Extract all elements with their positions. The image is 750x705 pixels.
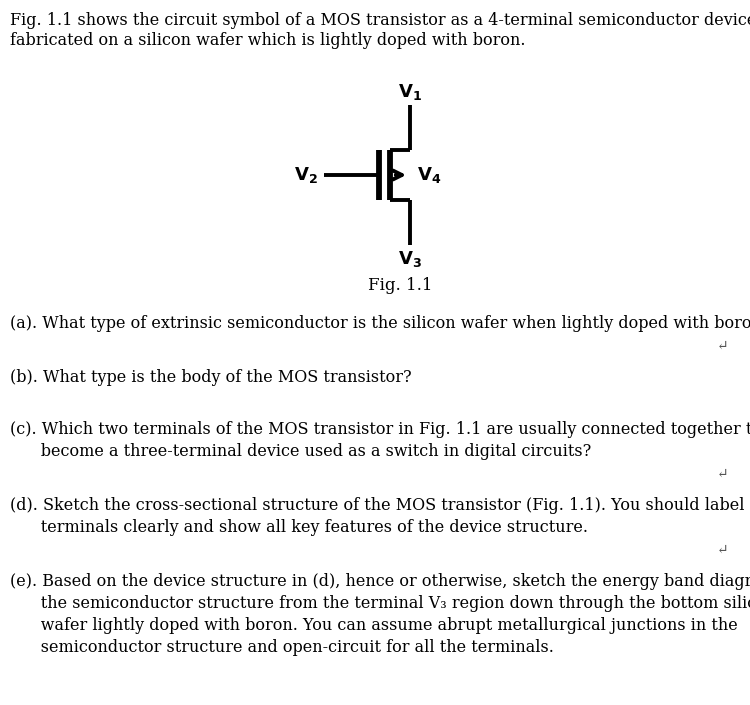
Text: become a three-terminal device used as a switch in digital circuits?: become a three-terminal device used as a… xyxy=(10,443,591,460)
Text: $\mathbf{V_3}$: $\mathbf{V_3}$ xyxy=(398,249,422,269)
Text: semiconductor structure and open-circuit for all the terminals.: semiconductor structure and open-circuit… xyxy=(10,639,554,656)
Text: (a). What type of extrinsic semiconductor is the silicon wafer when lightly dope: (a). What type of extrinsic semiconducto… xyxy=(10,315,750,332)
Text: $\mathbf{V_4}$: $\mathbf{V_4}$ xyxy=(417,165,441,185)
Text: Fig. 1.1 shows the circuit symbol of a MOS transistor as a 4-terminal semiconduc: Fig. 1.1 shows the circuit symbol of a M… xyxy=(10,12,750,29)
Text: ↵: ↵ xyxy=(716,467,728,481)
Text: ↵: ↵ xyxy=(716,543,728,557)
Text: the semiconductor structure from the terminal V₃ region down through the bottom : the semiconductor structure from the ter… xyxy=(10,595,750,612)
Text: Fig. 1.1: Fig. 1.1 xyxy=(368,277,432,294)
Text: wafer lightly doped with boron. You can assume abrupt metallurgical junctions in: wafer lightly doped with boron. You can … xyxy=(10,617,738,634)
Text: (e). Based on the device structure in (d), hence or otherwise, sketch the energy: (e). Based on the device structure in (d… xyxy=(10,573,750,590)
Text: (d). Sketch the cross-sectional structure of the MOS transistor (Fig. 1.1). You : (d). Sketch the cross-sectional structur… xyxy=(10,497,750,514)
Text: fabricated on a silicon wafer which is lightly doped with boron.: fabricated on a silicon wafer which is l… xyxy=(10,32,526,49)
Text: terminals clearly and show all key features of the device structure.: terminals clearly and show all key featu… xyxy=(10,519,588,536)
Text: (b). What type is the body of the MOS transistor?: (b). What type is the body of the MOS tr… xyxy=(10,369,412,386)
Text: (c). Which two terminals of the MOS transistor in Fig. 1.1 are usually connected: (c). Which two terminals of the MOS tran… xyxy=(10,421,750,438)
Text: $\mathbf{V_1}$: $\mathbf{V_1}$ xyxy=(398,82,422,102)
Text: $\mathbf{V_2}$: $\mathbf{V_2}$ xyxy=(294,165,318,185)
Text: ↵: ↵ xyxy=(716,339,728,353)
